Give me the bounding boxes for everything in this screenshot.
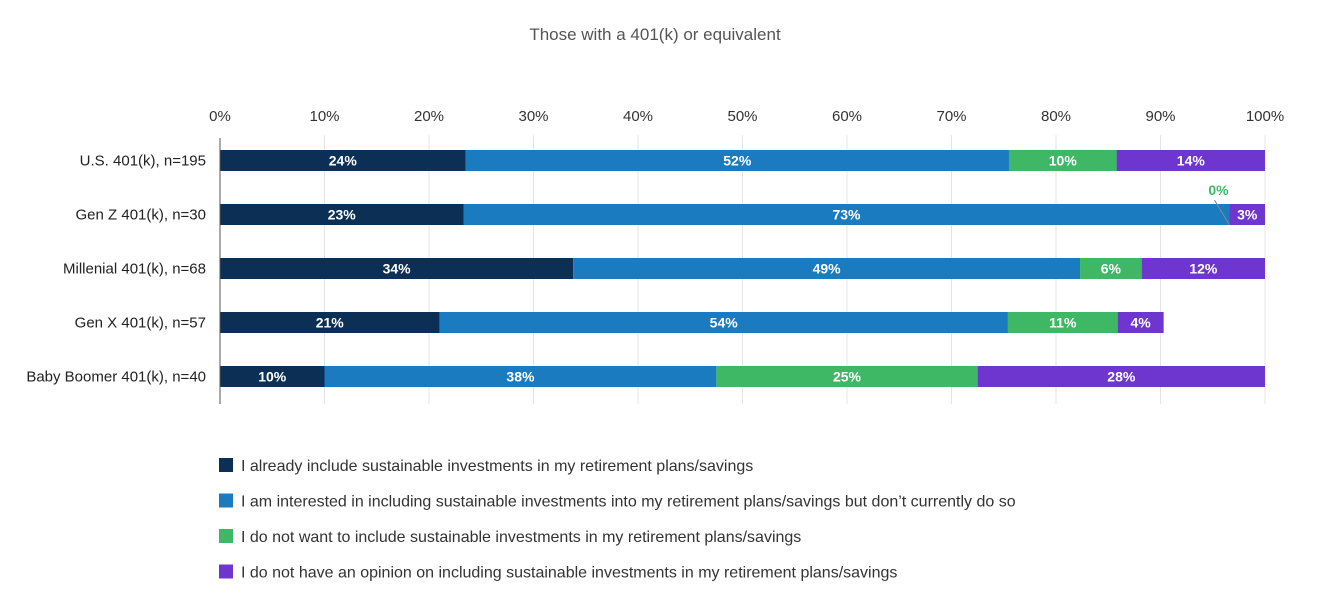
legend-swatch	[219, 458, 233, 472]
bar-segment	[1141, 258, 1265, 279]
category-label: Baby Boomer 401(k), n=40	[26, 369, 206, 386]
bars: 24% 52% 10% 14% 23% 73% 0% 3% 34% 49% 6% 12% 21% 54% 1…	[220, 150, 1265, 387]
x-axis-ticks: 0% 10% 20% 30% 40% 50% 60% 70% 80% 90% 100%	[209, 108, 1284, 125]
bar-value-label: 24%	[329, 153, 358, 169]
bar-segment	[1229, 204, 1265, 225]
x-tick-label: 70%	[936, 108, 966, 125]
legend-entry: I do not want to include sustainable inv…	[241, 529, 801, 546]
leader-line	[1214, 199, 1230, 226]
legend-swatch	[219, 564, 233, 579]
bar-segment	[220, 204, 464, 225]
bar-value-label: 3%	[1237, 207, 1258, 223]
bar-value-label: 10%	[1049, 153, 1078, 169]
x-tick-label: 20%	[414, 108, 444, 125]
bar-value-label: 38%	[506, 369, 535, 385]
bar-value-label: 14%	[1177, 153, 1206, 169]
bar-value-label: 4%	[1131, 315, 1152, 331]
bar-segment	[1008, 150, 1117, 171]
category-label: Gen X 401(k), n=57	[75, 315, 206, 332]
bar-segment	[324, 366, 717, 387]
bar-value-label: 25%	[833, 369, 862, 385]
x-tick-label: 60%	[832, 108, 862, 125]
bar-value-label: 52%	[723, 153, 752, 169]
x-tick-label: 90%	[1145, 108, 1175, 125]
bar-value-label: 28%	[1107, 369, 1136, 385]
legend-swatch	[219, 493, 233, 508]
bar-value-label: 10%	[258, 369, 287, 385]
bar-segment	[977, 366, 1265, 387]
bar-segment	[220, 312, 440, 333]
bar-value-label: 34%	[383, 261, 412, 277]
bar-segment	[439, 312, 1008, 333]
bar-value-label: 12%	[1189, 261, 1218, 277]
category-labels: U.S. 401(k), n=195 Gen Z 401(k), n=30 Mill…	[26, 153, 206, 386]
x-tick-label: 30%	[518, 108, 548, 125]
bar-segment	[220, 366, 325, 387]
bar-value-label: 6%	[1101, 261, 1122, 277]
x-tick-label: 50%	[727, 108, 757, 125]
bar-value-label: 0%	[1208, 182, 1229, 198]
bar-value-label: 23%	[328, 207, 357, 223]
x-tick-label: 100%	[1246, 108, 1284, 125]
x-tick-label: 80%	[1041, 108, 1071, 125]
bar-segment	[1007, 312, 1118, 333]
bar-segment	[465, 150, 1009, 171]
bar-value-label: 73%	[832, 207, 861, 223]
legend-entry: I already include sustainable investment…	[241, 458, 753, 475]
bar-value-label: 54%	[710, 315, 739, 331]
bar-value-label: 49%	[813, 261, 842, 277]
bar-segment	[463, 204, 1230, 225]
x-tick-label: 40%	[623, 108, 653, 125]
bar-segment	[716, 366, 978, 387]
bar-segment	[1116, 150, 1265, 171]
x-tick-label: 0%	[209, 108, 231, 125]
bar-segment	[220, 150, 466, 171]
legend-swatch	[219, 529, 233, 543]
bar-value-label: 11%	[1049, 315, 1077, 331]
legend: I already include sustainable investment…	[219, 458, 1016, 582]
legend-entry: I do not have an opinion on including su…	[241, 565, 897, 582]
category-label: Gen Z 401(k), n=30	[76, 207, 207, 224]
bar-segment	[1080, 258, 1142, 279]
category-label: Millenial 401(k), n=68	[63, 261, 206, 278]
bar-value-label: 21%	[316, 315, 345, 331]
category-label: U.S. 401(k), n=195	[80, 153, 206, 170]
chart-title: Those with a 401(k) or equivalent	[529, 25, 781, 44]
bar-segment	[220, 258, 574, 279]
bar-segment	[573, 258, 1081, 279]
bar-segment	[1117, 312, 1164, 333]
x-tick-label: 10%	[309, 108, 339, 125]
legend-entry: I am interested in including sustainable…	[241, 494, 1016, 511]
